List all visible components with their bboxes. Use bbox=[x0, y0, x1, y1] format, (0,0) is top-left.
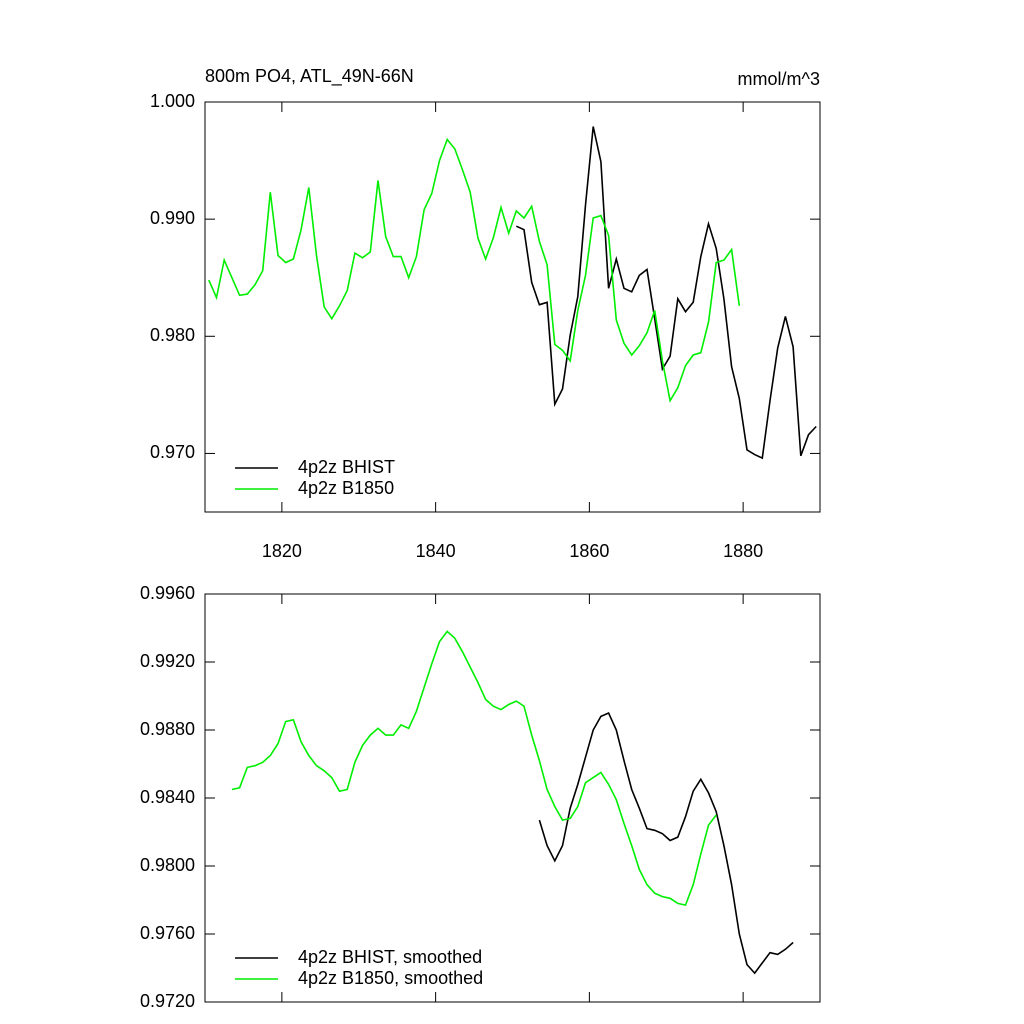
y-tick-label: 1.000 bbox=[150, 91, 195, 111]
y-tick-label: 0.9920 bbox=[140, 651, 195, 671]
y-tick-label: 0.9800 bbox=[140, 855, 195, 875]
legend-label: 4p2z B1850 bbox=[298, 478, 394, 498]
x-tick-label: 1860 bbox=[569, 541, 609, 561]
x-tick-label: 1880 bbox=[723, 541, 763, 561]
data-line bbox=[208, 137, 741, 403]
y-tick-label: 0.980 bbox=[150, 325, 195, 345]
y-tick-label: 0.990 bbox=[150, 208, 195, 228]
data-line bbox=[538, 711, 794, 975]
x-tick-label: 1840 bbox=[416, 541, 456, 561]
legend-label: 4p2z B1850, smoothed bbox=[298, 968, 483, 988]
y-tick-label: 0.9960 bbox=[140, 583, 195, 603]
y-tick-label: 0.9840 bbox=[140, 787, 195, 807]
units-label: mmol/m^3 bbox=[738, 69, 820, 89]
y-tick-label: 0.9760 bbox=[140, 923, 195, 943]
chart-title: 800m PO4, ATL_49N-66N bbox=[205, 66, 414, 87]
data-line bbox=[231, 630, 717, 907]
y-tick-label: 0.970 bbox=[150, 442, 195, 462]
legend-label: 4p2z BHIST, smoothed bbox=[298, 947, 482, 967]
plot-frame bbox=[204, 101, 821, 513]
data-line bbox=[515, 126, 817, 460]
y-tick-label: 0.9720 bbox=[140, 991, 195, 1011]
legend-label: 4p2z BHIST bbox=[298, 457, 395, 477]
y-tick-label: 0.9880 bbox=[140, 719, 195, 739]
plot-frame bbox=[204, 593, 821, 1003]
x-tick-label: 1820 bbox=[262, 541, 302, 561]
